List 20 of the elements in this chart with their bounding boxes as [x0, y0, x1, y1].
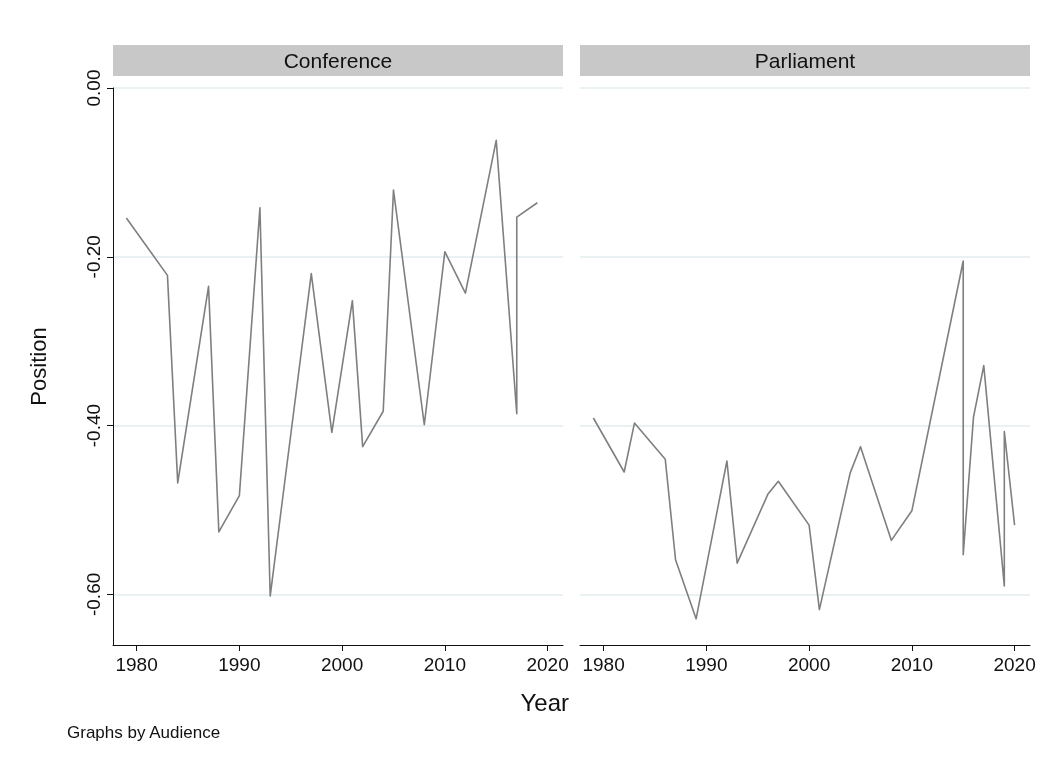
x-tick-label: 2010 — [890, 654, 933, 675]
x-axis-title: Year — [520, 688, 570, 716]
x-tick-label: 1990 — [685, 654, 728, 675]
y-tick-label: -0.60 — [83, 572, 104, 617]
y-tick-label: -0.20 — [83, 235, 104, 279]
x-tick-label: 2010 — [423, 654, 466, 675]
x-tick-label: 2020 — [526, 654, 569, 675]
x-tick-label: 2000 — [320, 654, 364, 675]
x-tick-label: 1980 — [582, 654, 625, 675]
x-tick-label: 2000 — [787, 654, 831, 675]
line-series — [125, 139, 539, 597]
chart-title: Conference — [113, 45, 563, 76]
chart-title: Parliament — [580, 45, 1030, 76]
y-tick-label: -0.40 — [83, 403, 104, 448]
y-tick-label: 0.00 — [83, 69, 104, 107]
y-axis-title: Position — [25, 327, 51, 406]
x-tick-label: 1990 — [218, 654, 261, 675]
text: Graphs by Audience — [67, 723, 221, 742]
x-tick-label: 1980 — [115, 654, 158, 675]
x-tick-label: 2020 — [993, 654, 1036, 675]
